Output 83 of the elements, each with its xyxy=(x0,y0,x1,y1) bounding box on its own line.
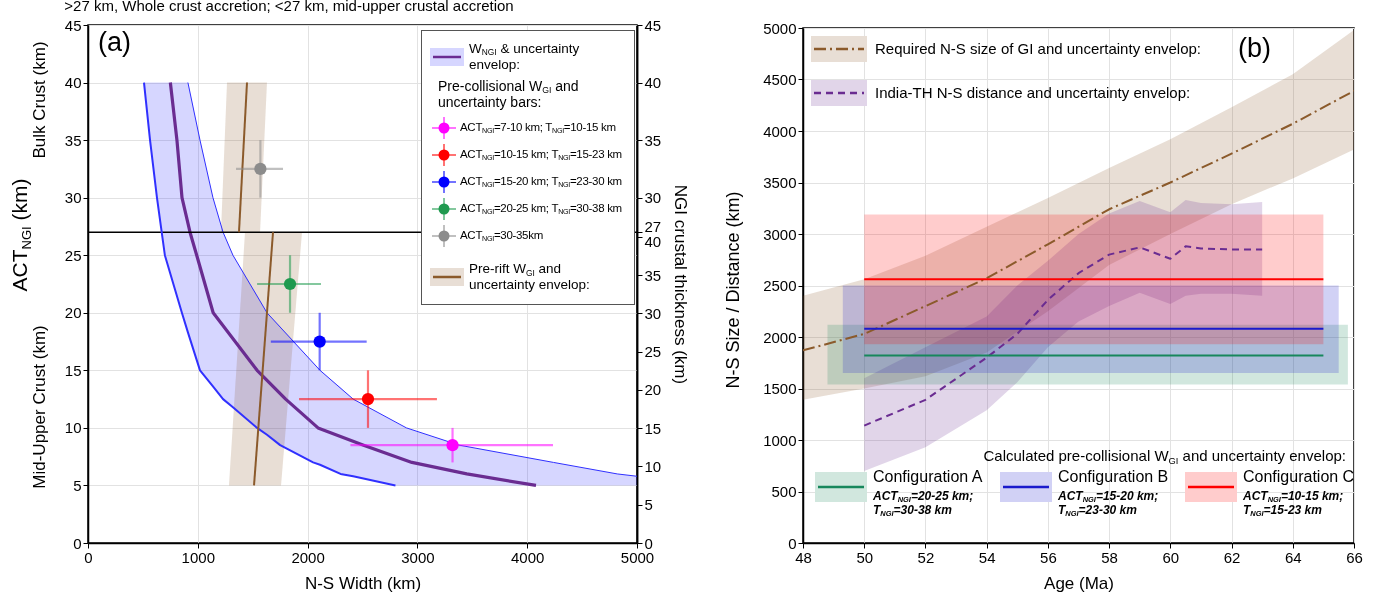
line-series xyxy=(803,89,1354,352)
y-tick-label: 40 xyxy=(64,74,82,92)
y2-tick-label: 35 xyxy=(644,266,662,284)
y-tick-label: 2500 xyxy=(763,277,797,294)
y-tick-label: 25 xyxy=(64,246,82,264)
y2-tick-label: 15 xyxy=(644,419,662,437)
y3-tick-label: 40 xyxy=(644,74,662,92)
x-tick-label: 2000 xyxy=(291,548,325,566)
text: ACT$_{NGI}$=15-20 km; T$_{NGI}$=23-30 km xyxy=(1058,489,1159,519)
x-tick-label: 48 xyxy=(795,548,812,566)
point xyxy=(446,439,459,452)
y-tick-label: 20 xyxy=(64,304,82,322)
y-axis-title: N-S Size / Distance (km) xyxy=(722,191,744,389)
legend-label: Required N-S size of GI and uncertainty envelop: xyxy=(875,40,1202,58)
y-tick-label: 2000 xyxy=(763,328,797,346)
legend-label: Configuration A xyxy=(873,468,984,487)
x-tick-label: 56 xyxy=(1040,548,1057,566)
y3-tick-label: 45 xyxy=(644,16,662,34)
y-tick-label: 10 xyxy=(64,419,82,437)
point xyxy=(313,335,326,348)
text: ACT$_{NGI}$=10-15 km; T$_{NGI}$=15-23 km xyxy=(1243,489,1344,519)
y3-tick-label: 35 xyxy=(644,131,662,149)
line-series xyxy=(143,81,397,487)
point xyxy=(283,277,297,291)
y3-tick-label: 30 xyxy=(644,189,662,207)
x-tick-label: 4000 xyxy=(511,548,545,566)
y-tick-label: 3000 xyxy=(763,225,797,243)
y-tick-label: 500 xyxy=(771,483,797,500)
legend-label: ACT$_{NGI}$=10-15 km; T$_{NGI}$=15-23 km xyxy=(460,148,622,163)
annotation: (a) xyxy=(98,27,131,59)
y-tick-label: 0 xyxy=(788,534,797,552)
x-tick-label: 50 xyxy=(856,548,874,566)
x-axis-title: N-S Width (km) xyxy=(304,573,422,593)
x-tick-label: 62 xyxy=(1223,548,1241,566)
legend-title: Calculated pre-collisional W$_{GI}$ and uncertainty envelop: xyxy=(982,447,1346,466)
y2-tick-label: 5 xyxy=(644,496,653,514)
text: Mid-Upper Crust (km) xyxy=(30,325,50,489)
x-tick-label: 0 xyxy=(84,548,93,566)
legend-label: India-TH N-S distance and uncertainty envelop: xyxy=(875,84,1191,102)
legend-label: Configuration B xyxy=(1058,468,1170,487)
y-tick-label: 15 xyxy=(64,361,82,379)
legend-label: Configuration C xyxy=(1243,468,1356,487)
x-tick-label: 1000 xyxy=(181,548,215,566)
y2-tick-label: 10 xyxy=(644,457,662,475)
chart-title: >27 km, Whole crust accretion; <27 km, mid-upper crustal accretion xyxy=(64,0,514,14)
legend-label: ACT$_{NGI}$=30-35km xyxy=(460,229,543,244)
y2-tick-label: 40 xyxy=(644,233,662,251)
x-tick-label: 64 xyxy=(1284,548,1302,566)
y-tick-label: 5 xyxy=(73,476,82,494)
line-series xyxy=(863,245,1264,427)
y-tick-label: 5000 xyxy=(763,19,797,37)
annotation: (b) xyxy=(1238,33,1271,65)
y-tick-label: 45 xyxy=(64,16,82,34)
legend-title: Pre-collisional W$_{GI}$ and uncertainty bars: xyxy=(438,78,580,111)
x-axis-title: Age (Ma) xyxy=(1044,573,1114,593)
y2-tick-label: 20 xyxy=(644,381,662,399)
y3-tick-label: 27 xyxy=(644,217,662,235)
y-tick-label: 0 xyxy=(73,534,82,552)
y-tick-label: 30 xyxy=(64,189,82,207)
x-tick-label: 60 xyxy=(1162,548,1180,566)
y-tick-label: 4000 xyxy=(763,122,797,140)
text: ACT$_{NGI}$=20-25 km; T$_{NGI}$=30-38 km xyxy=(873,489,974,519)
y-tick-label: 35 xyxy=(64,131,82,149)
y2-tick-label: 30 xyxy=(644,304,662,322)
x-tick-label: 3000 xyxy=(401,548,435,566)
x-tick-label: 52 xyxy=(917,548,935,566)
y2-tick-label: 25 xyxy=(644,343,662,361)
legend-label: Pre-rift W$_{GI}$ and uncertainty envelop: xyxy=(469,261,591,293)
y2-axis-title: NGI crustal thickness (km) xyxy=(671,184,691,385)
legend-label: ACT$_{NGI}$=20-25 km; T$_{NGI}$=30-38 km xyxy=(460,202,622,217)
legend-label: ACT$_{NGI}$=15-20 km; T$_{NGI}$=23-30 km xyxy=(460,175,622,190)
text: Bulk Crust (km) xyxy=(30,41,50,159)
legend-label: W$_{NGI}$ & uncertainty envelop: xyxy=(469,41,581,73)
x-tick-label: 58 xyxy=(1101,548,1118,566)
point xyxy=(254,162,267,175)
x-tick-label: 66 xyxy=(1346,548,1363,566)
y-tick-label: 1500 xyxy=(763,380,797,397)
legend-label: ACT$_{NGI}$=7-10 km; T$_{NGI}$=10-15 km xyxy=(460,121,616,136)
y-tick-label: 4500 xyxy=(763,71,797,88)
y-tick-label: 1000 xyxy=(763,431,797,449)
x-tick-label: 54 xyxy=(978,548,996,566)
y-tick-label: 3500 xyxy=(763,174,797,191)
point xyxy=(361,393,375,406)
